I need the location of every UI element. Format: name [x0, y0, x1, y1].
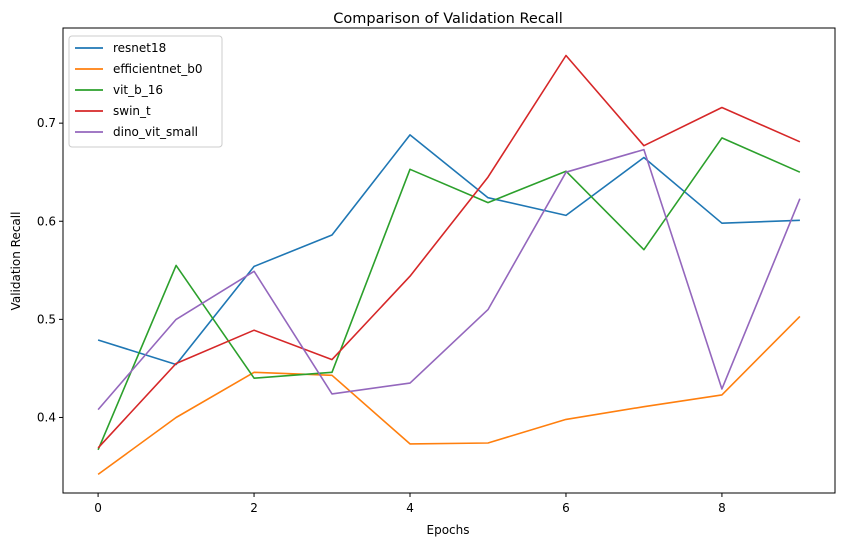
legend: resnet18 efficientnet_b0 vit_b_16 swin_tdin…: [68, 35, 223, 148]
x-axis-label: Epochs: [427, 523, 470, 537]
x-axis: 0 2 4 6 8: [94, 493, 726, 515]
series-line-dino_vit_small: [97, 148, 801, 411]
y-tick-label: 0.7: [37, 116, 56, 130]
y-tick-label: 0.5: [37, 312, 56, 326]
plot-area: [97, 54, 801, 476]
y-axis: 0.4 0.5 0.6 0.7: [37, 116, 63, 424]
legend-label-dino_vit_small: dino_vit_small: [113, 125, 198, 139]
x-tick-label: 8: [718, 501, 726, 515]
series-line-swin_t: [97, 54, 801, 449]
x-tick-label: 4: [406, 501, 414, 515]
series-line-efficientnet_b0: [97, 315, 801, 476]
plot-frame: [62, 27, 836, 494]
y-axis-label: Validation Recall: [9, 212, 23, 311]
legend-label-vit_b_16: vit_b_16: [113, 83, 163, 97]
series-line-resnet18: [97, 134, 800, 366]
x-tick-label: 2: [250, 501, 258, 515]
chart-title: Comparison of Validation Recall: [333, 11, 562, 27]
x-tick-label: 6: [562, 501, 570, 515]
legend-box: [68, 35, 223, 148]
legend-label-efficientnet_b0: efficientnet_b0: [113, 62, 203, 76]
legend-label-resnet18: resnet18: [113, 41, 166, 55]
legend-label-swin_t: swin_t: [113, 104, 151, 118]
y-tick-label: 0.4: [37, 410, 56, 424]
series-line-vit_b_16: [97, 137, 801, 451]
y-tick-label: 0.6: [37, 214, 56, 228]
x-tick-label: 0: [94, 501, 102, 515]
